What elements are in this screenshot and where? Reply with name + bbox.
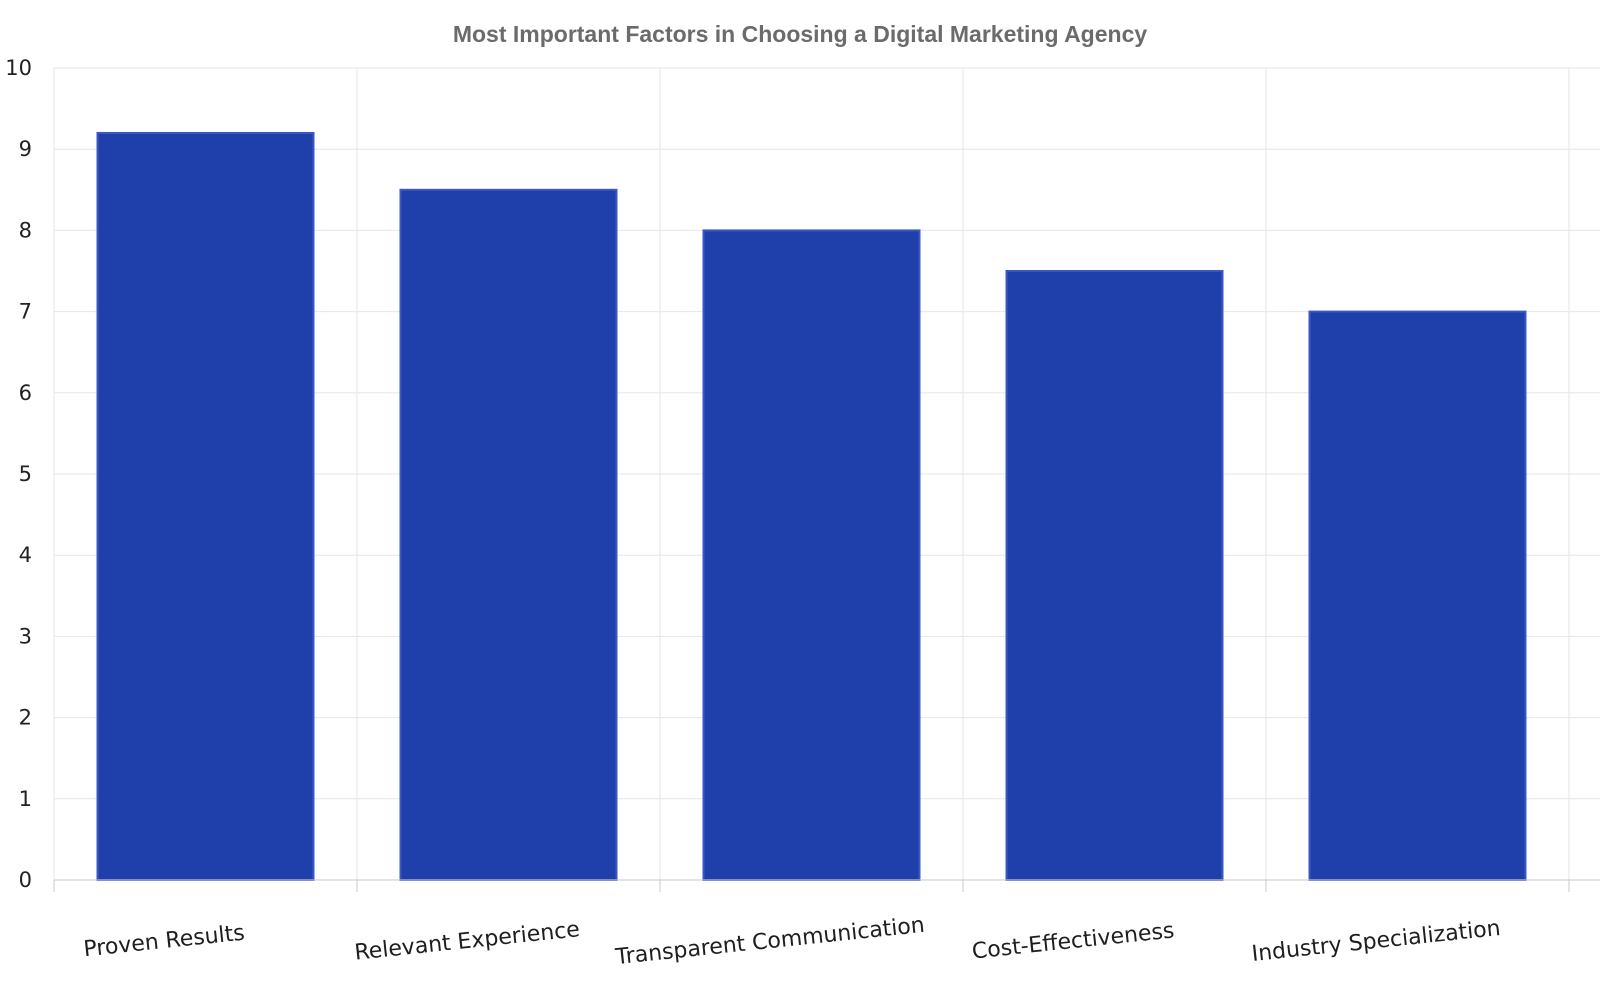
y-tick-label: 3 bbox=[19, 624, 32, 648]
bars bbox=[96, 131, 1527, 882]
x-tick-label: Proven Results bbox=[82, 921, 246, 963]
y-tick-label: 7 bbox=[19, 300, 32, 324]
x-tick-label: Relevant Experience bbox=[353, 917, 581, 966]
chart-title: Most Important Factors in Choosing a Dig… bbox=[453, 21, 1148, 47]
y-tick-label: 2 bbox=[19, 706, 32, 730]
y-tick-label: 9 bbox=[19, 137, 32, 161]
y-tick-label: 4 bbox=[19, 543, 32, 567]
y-tick-label: 6 bbox=[19, 381, 32, 405]
y-tick-label: 8 bbox=[19, 218, 32, 242]
x-tick-label: Cost-Effectiveness bbox=[971, 918, 1176, 964]
x-tick-label: Industry Specialization bbox=[1251, 916, 1502, 967]
bar-proven-results bbox=[96, 131, 315, 881]
bar-relevant-experience bbox=[399, 188, 618, 882]
bar-industry-specialization bbox=[1308, 310, 1527, 882]
bar-cost-effectiveness bbox=[1005, 270, 1224, 881]
axes bbox=[53, 879, 1600, 892]
y-tick-labels: 0 1 2 3 4 5 6 7 8 9 10 bbox=[5, 56, 32, 892]
y-tick-label: 5 bbox=[19, 462, 32, 486]
y-tick-label: 1 bbox=[19, 787, 32, 811]
y-tick-label: 0 bbox=[19, 868, 32, 892]
x-tick-label: Transparent Communication bbox=[613, 913, 926, 970]
x-tick-labels: Proven Results Relevant Experience Transpa… bbox=[82, 913, 1501, 970]
bar-transparent-communication bbox=[702, 229, 921, 881]
y-tick-label: 10 bbox=[5, 56, 32, 80]
